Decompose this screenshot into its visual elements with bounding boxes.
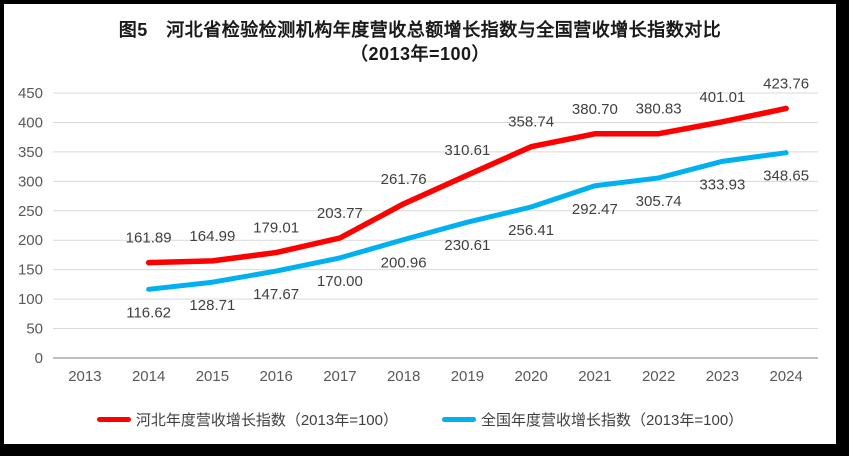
data-label-series-0: 380.83: [636, 101, 682, 118]
x-tick-label: 2020: [514, 368, 547, 385]
data-label-series-1: 256.41: [508, 222, 554, 239]
x-tick-label: 2021: [578, 368, 611, 385]
legend-label: 河北年度营收增长指数（2013年=100）: [135, 412, 398, 429]
x-tick-label: 2022: [642, 368, 675, 385]
series-line-1: [146, 150, 789, 292]
x-tick-label: 2015: [196, 368, 229, 385]
data-label-series-0: 310.61: [444, 142, 490, 159]
y-tick-label: 0: [35, 350, 43, 367]
chart-canvas: 图5 河北省检验检测机构年度营收总额增长指数与全国营收增长指数对比 （2013年…: [4, 4, 836, 444]
y-tick-label: 350: [18, 144, 43, 161]
x-tick-label: 2014: [132, 368, 165, 385]
data-label-series-1: 333.93: [699, 176, 745, 193]
legend-marker: [442, 417, 476, 422]
data-label-series-0: 380.70: [572, 101, 618, 118]
y-tick-label: 400: [18, 114, 43, 131]
data-label-series-1: 116.62: [126, 304, 171, 321]
data-label-series-0: 261.76: [381, 171, 427, 188]
legend-item-national: 全国年度营收增长指数（2013年=100）: [442, 409, 743, 430]
data-label-series-1: 147.67: [253, 286, 299, 303]
x-tick-label: 2016: [259, 368, 292, 385]
y-tick-label: 250: [18, 203, 43, 220]
chart-title-line2: （2013年=100）: [349, 44, 491, 64]
chart-title-line1: 图5 河北省检验检测机构年度营收总额增长指数与全国营收增长指数对比: [118, 20, 722, 40]
data-label-series-1: 128.71: [189, 297, 235, 314]
data-label-series-0: 164.99: [189, 228, 235, 245]
y-tick-label: 150: [18, 262, 43, 279]
legend-item-hebei: 河北年度营收增长指数（2013年=100）: [96, 409, 398, 430]
data-label-series-1: 305.74: [636, 193, 682, 210]
y-tick-label: 50: [26, 321, 43, 338]
chart-plot-area: 0 50 100 150 200 250 300 350 400 450 2013 2014 2015 2…: [18, 75, 818, 385]
data-label-series-1: 170.00: [317, 273, 363, 290]
legend-marker: [96, 417, 131, 422]
x-tick-label: 2019: [451, 368, 484, 385]
data-label-series-0: 358.74: [508, 114, 554, 131]
data-label-series-0: 203.77: [317, 205, 363, 222]
x-tick-label: 2017: [323, 368, 356, 385]
data-label-series-1: 200.96: [381, 255, 427, 272]
data-label-series-0: 179.01: [253, 220, 299, 237]
data-label-series-0: 161.89: [126, 230, 172, 247]
chart-legend: 河北年度营收增长指数（2013年=100） 全国年度营收增长指数（2013年=1…: [4, 409, 836, 430]
chart-title: 图5 河北省检验检测机构年度营收总额增长指数与全国营收增长指数对比 （2013年…: [4, 18, 836, 66]
y-tick-label: 100: [18, 291, 43, 308]
data-label-series-1: 348.65: [763, 168, 809, 185]
data-label-series-1: 292.47: [572, 201, 618, 218]
legend-label: 全国年度营收增长指数（2013年=100）: [481, 412, 744, 429]
x-tick-label: 2018: [387, 368, 420, 385]
y-tick-label: 300: [18, 173, 43, 190]
y-tick-label: 200: [18, 232, 43, 249]
x-tick-label: 2024: [769, 368, 802, 385]
x-tick-label: 2023: [706, 368, 739, 385]
series-line-0: [145, 105, 789, 266]
data-label-series-0: 423.76: [763, 75, 809, 92]
y-tick-label: 450: [18, 85, 43, 102]
data-label-series-0: 401.01: [699, 89, 745, 106]
x-tick-label: 2013: [68, 368, 101, 385]
data-label-series-1: 230.61: [444, 237, 490, 254]
